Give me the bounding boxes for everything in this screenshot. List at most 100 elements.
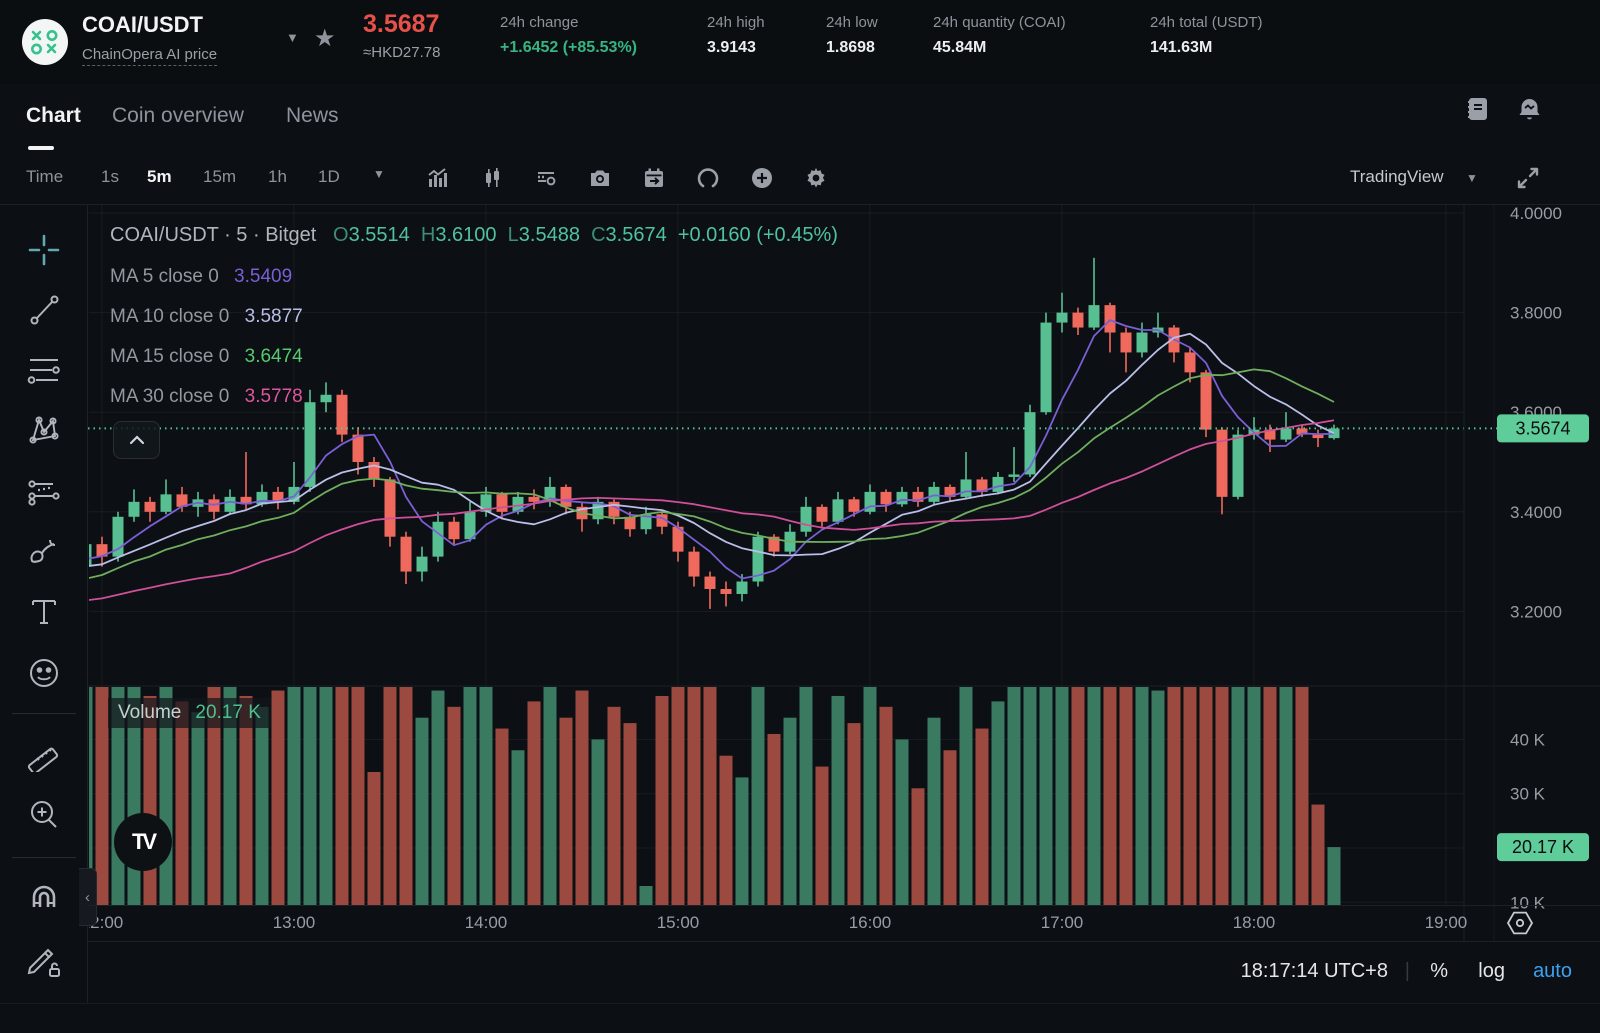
price-alert-bell-icon[interactable] — [1516, 96, 1543, 128]
volume-bar — [815, 766, 829, 905]
price-tick: 4.0000 — [1510, 204, 1562, 223]
tradingview-logo[interactable]: TV — [114, 813, 172, 871]
measure-ruler-tool-icon[interactable] — [24, 733, 64, 773]
goto-date-calendar-icon[interactable] — [642, 166, 666, 195]
sidebar-divider — [12, 713, 76, 714]
candle — [368, 462, 380, 480]
percent-scale-button[interactable]: % — [1430, 960, 1448, 982]
volume-bar — [1327, 847, 1341, 905]
candle — [1040, 322, 1052, 413]
candle — [1312, 434, 1324, 439]
candle — [89, 544, 92, 567]
trend-line-tool-icon[interactable] — [24, 290, 64, 330]
volume-bar — [1071, 687, 1085, 905]
candle — [416, 556, 428, 572]
zoom-in-tool-icon[interactable] — [24, 795, 64, 835]
interval-1h[interactable]: 1h — [268, 167, 287, 186]
tab-coin-overview[interactable]: Coin overview — [112, 104, 244, 127]
magnet-tool-icon[interactable] — [24, 877, 64, 917]
stat-24h-change: 24h change +1.6452 (+85.53%) — [500, 14, 637, 56]
candle — [1088, 305, 1100, 328]
interval-5m[interactable]: 5m — [147, 167, 172, 186]
volume-bar — [1279, 687, 1293, 905]
time-axis[interactable] — [88, 905, 1600, 941]
candle — [864, 491, 876, 512]
interval-time-label[interactable]: Time — [26, 167, 64, 186]
pair-subtitle[interactable]: ChainOpera AI price — [82, 46, 218, 66]
projection-tool-icon[interactable] — [24, 470, 64, 510]
orderbook-journal-icon[interactable] — [1464, 96, 1490, 127]
auto-scale-button[interactable]: auto — [1533, 960, 1572, 982]
screenshot-camera-icon[interactable] — [588, 166, 612, 195]
legend-collapse-button[interactable] — [113, 421, 160, 459]
axis-settings-icon[interactable] — [1506, 911, 1534, 935]
chart-style-candles-icon[interactable] — [480, 166, 504, 195]
drawing-lock-tool-icon[interactable] — [24, 941, 64, 981]
legend-low: 3.5488 — [518, 224, 580, 246]
volume-bar — [463, 687, 477, 905]
log-scale-button[interactable]: log — [1478, 960, 1505, 982]
volume-bar — [623, 723, 637, 905]
legend-change: +0.0160 (+0.45%) — [677, 224, 838, 246]
volume-bar — [1247, 687, 1261, 905]
fullscreen-expand-icon[interactable] — [1516, 166, 1540, 195]
tab-news[interactable]: News — [286, 104, 339, 127]
tab-chart[interactable]: Chart — [26, 104, 81, 127]
interval-1d[interactable]: 1D — [318, 167, 340, 186]
drawing-tools-sidebar — [0, 205, 88, 1003]
candle — [736, 581, 748, 594]
volume-bar — [543, 687, 557, 905]
xabcd-pattern-tool-icon[interactable] — [24, 410, 64, 450]
fib-retracement-tool-icon[interactable] — [24, 350, 64, 390]
volume-bar — [719, 755, 733, 905]
volume-bar — [847, 723, 861, 905]
candle — [1296, 428, 1308, 435]
settings-gear-icon[interactable] — [804, 166, 828, 195]
interval-15m[interactable]: 15m — [203, 167, 237, 186]
price-tick: 3.4000 — [1510, 503, 1562, 522]
candle — [96, 544, 108, 557]
clock-utc[interactable]: 18:17:14 UTC+8 — [1240, 960, 1388, 982]
volume-bar — [943, 750, 957, 905]
sidebar-collapse-handle[interactable]: ‹ — [79, 868, 97, 926]
candle — [320, 394, 332, 403]
legend-open: 3.5514 — [348, 224, 410, 246]
stat-24h-high: 24h high 3.9143 — [707, 14, 765, 56]
add-plus-icon[interactable] — [750, 166, 774, 195]
volume-bar — [1295, 687, 1309, 905]
text-tool-icon[interactable] — [24, 592, 64, 632]
volume-bar — [383, 687, 397, 905]
candle — [880, 491, 892, 505]
volume-bar — [271, 690, 285, 905]
bottom-status-bar: 18:17:14 UTC+8 | % log auto — [88, 941, 1600, 1003]
candle — [240, 496, 252, 505]
pair-dropdown-caret-icon[interactable]: ▼ — [286, 30, 299, 45]
volume-bar — [1231, 687, 1245, 905]
volume-bar — [751, 687, 765, 905]
indicators-icon[interactable] — [426, 166, 450, 195]
candle — [1280, 428, 1292, 440]
crosshair-tool-icon[interactable] — [24, 230, 64, 270]
candle — [1056, 312, 1068, 323]
candle — [128, 501, 140, 517]
favorite-star-icon[interactable]: ★ — [314, 25, 336, 52]
candle — [848, 499, 860, 512]
undo-replay-icon[interactable] — [696, 166, 720, 195]
interval-1s[interactable]: 1s — [101, 167, 119, 186]
volume-bar — [735, 777, 749, 905]
candle — [560, 486, 572, 507]
volume-bar — [335, 687, 349, 905]
sidebar-divider — [12, 857, 76, 858]
candle — [1264, 429, 1276, 440]
last-price-badge: 3.5674 — [1497, 414, 1589, 443]
interval-dropdown-caret-icon[interactable]: ▼ — [373, 167, 385, 181]
emoji-tool-icon[interactable] — [24, 653, 64, 693]
tradingview-caret-icon[interactable]: ▼ — [1466, 171, 1478, 185]
candle — [384, 479, 396, 537]
tradingview-menu[interactable]: TradingView — [1350, 167, 1444, 186]
volume-bar — [175, 701, 189, 905]
indicator-list-settings-icon[interactable] — [534, 166, 558, 195]
brush-tool-icon[interactable] — [24, 530, 64, 570]
volume-bar — [767, 733, 781, 905]
